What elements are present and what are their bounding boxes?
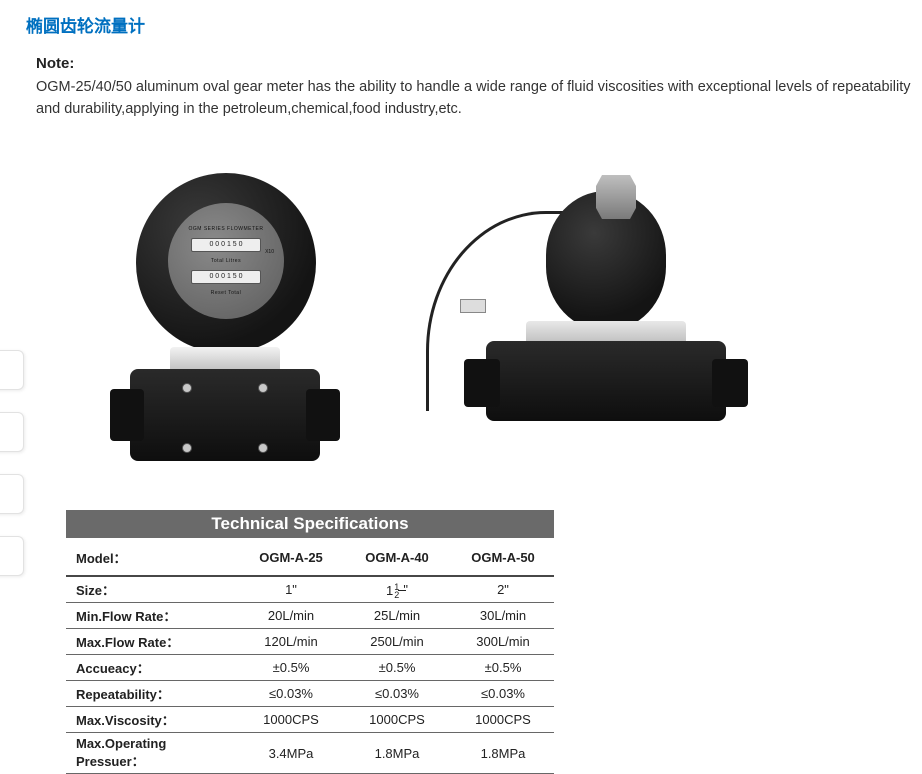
page-title: 椭圆齿轮流量计 [26, 12, 922, 37]
spec-cell: 1000CPS [448, 707, 554, 733]
spec-table-wrap: Technical Specifications Model： OGM-A-25… [66, 510, 554, 774]
spec-cell: 112" [342, 576, 448, 603]
table-row: Repeatability：≤0.03%≤0.03%≤0.03% [66, 681, 554, 707]
spec-cell: 300L/min [448, 629, 554, 655]
note-label: Note: [36, 55, 922, 72]
spec-col-2: OGM-A-40 [342, 538, 448, 576]
table-row: Max.Operating Pressuer：3.4MPa1.8MPa1.8MP… [66, 733, 554, 774]
table-row: Max.Viscosity：1000CPS1000CPS1000CPS [66, 707, 554, 733]
spec-row-label: Accueacy： [66, 655, 236, 681]
product-images-row: OGM SERIES FLOWMETER 0 0 0 1 5 0 Total L… [86, 161, 922, 471]
meter-dial: OGM SERIES FLOWMETER 0 0 0 1 5 0 Total L… [168, 203, 284, 319]
table-row: Max.Flow Rate：120L/min250L/min300L/min [66, 629, 554, 655]
spec-cell: 20L/min [236, 603, 342, 629]
spec-cell: 120L/min [236, 629, 342, 655]
spec-cell: 2" [448, 576, 554, 603]
float-btn-4[interactable] [0, 536, 24, 576]
spec-cell: 3.4MPa [236, 733, 342, 774]
spec-row-label: Max.Viscosity： [66, 707, 236, 733]
float-btn-1[interactable] [0, 350, 24, 390]
spec-row-label: Size： [66, 576, 236, 603]
dial-x10: X10 [265, 249, 274, 255]
dial-reset-label: Reset Total [211, 290, 241, 296]
table-row: Accueacy：±0.5%±0.5%±0.5% [66, 655, 554, 681]
product-image-pulse [426, 181, 766, 451]
table-row: Size：1"112"2" [66, 576, 554, 603]
spec-cell: ≤0.03% [448, 681, 554, 707]
dial-reset-window: 0 0 0 1 5 0 [191, 270, 261, 284]
float-btn-2[interactable] [0, 412, 24, 452]
spec-col-label: Model： [66, 538, 236, 576]
spec-cell: 1" [236, 576, 342, 603]
spec-row-label: Min.Flow Rate： [66, 603, 236, 629]
spec-col-3: OGM-A-50 [448, 538, 554, 576]
float-btn-3[interactable] [0, 474, 24, 514]
spec-table: Model： OGM-A-25 OGM-A-40 OGM-A-50 Size：1… [66, 538, 554, 774]
spec-cell: ±0.5% [448, 655, 554, 681]
spec-cell: ≤0.03% [236, 681, 342, 707]
dial-brand: OGM SERIES FLOWMETER [188, 226, 263, 232]
spec-table-title: Technical Specifications [66, 510, 554, 538]
spec-cell: 25L/min [342, 603, 448, 629]
spec-cell: 1000CPS [236, 707, 342, 733]
spec-cell: ±0.5% [236, 655, 342, 681]
spec-header-row: Model： OGM-A-25 OGM-A-40 OGM-A-50 [66, 538, 554, 576]
dial-total-window: 0 0 0 1 5 0 [191, 238, 261, 252]
dial-total-label: Total Litres [211, 258, 241, 264]
spec-cell: 1000CPS [342, 707, 448, 733]
spec-cell: 1.8MPa [342, 733, 448, 774]
spec-row-label: Repeatability： [66, 681, 236, 707]
table-row: Min.Flow Rate：20L/min25L/min30L/min [66, 603, 554, 629]
spec-cell: 250L/min [342, 629, 448, 655]
spec-cell: 30L/min [448, 603, 554, 629]
note-text: OGM-25/40/50 aluminum oval gear meter ha… [36, 76, 922, 121]
meter-cable-connector [460, 299, 486, 313]
side-float-buttons [0, 350, 24, 576]
spec-row-label: Max.Flow Rate： [66, 629, 236, 655]
spec-col-1: OGM-A-25 [236, 538, 342, 576]
meter-pulse-plug [596, 175, 636, 219]
spec-cell: ≤0.03% [342, 681, 448, 707]
spec-cell: 1.8MPa [448, 733, 554, 774]
spec-row-label: Max.Operating Pressuer： [66, 733, 236, 774]
product-image-mechanical: OGM SERIES FLOWMETER 0 0 0 1 5 0 Total L… [86, 161, 366, 471]
spec-cell: ±0.5% [342, 655, 448, 681]
